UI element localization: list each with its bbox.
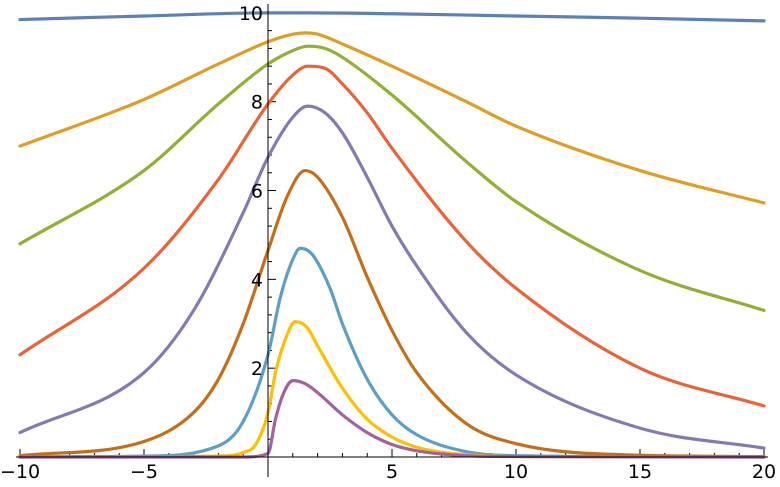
series-line-4 <box>18 64 766 408</box>
series-line-9 <box>18 379 766 459</box>
x-tick-label: 5 <box>386 461 398 483</box>
x-tick-label: 15 <box>628 461 652 483</box>
y-tick-label: 10 <box>239 3 263 25</box>
x-tick-label: 20 <box>752 461 776 483</box>
x-tick-label: 10 <box>504 461 528 483</box>
y-tick-label: 6 <box>251 181 263 203</box>
series-line-8 <box>18 319 766 459</box>
axis-ticks <box>19 12 765 457</box>
x-tick-label: −10 <box>0 461 40 483</box>
x-tick-label: −5 <box>130 461 158 483</box>
series-line-6 <box>18 168 766 459</box>
series-line-5 <box>18 104 766 450</box>
series-line-3 <box>18 44 766 313</box>
y-tick-label: 8 <box>251 92 263 114</box>
series-line-2 <box>18 31 766 205</box>
tick-labels: −10 −5 5 10 15 20 2 4 6 8 10 <box>0 3 776 483</box>
plot-area <box>18 11 766 459</box>
series-line-7 <box>18 246 766 459</box>
y-tick-label: 4 <box>251 269 263 291</box>
y-tick-label: 2 <box>251 358 263 380</box>
series-line-1 <box>18 11 766 23</box>
